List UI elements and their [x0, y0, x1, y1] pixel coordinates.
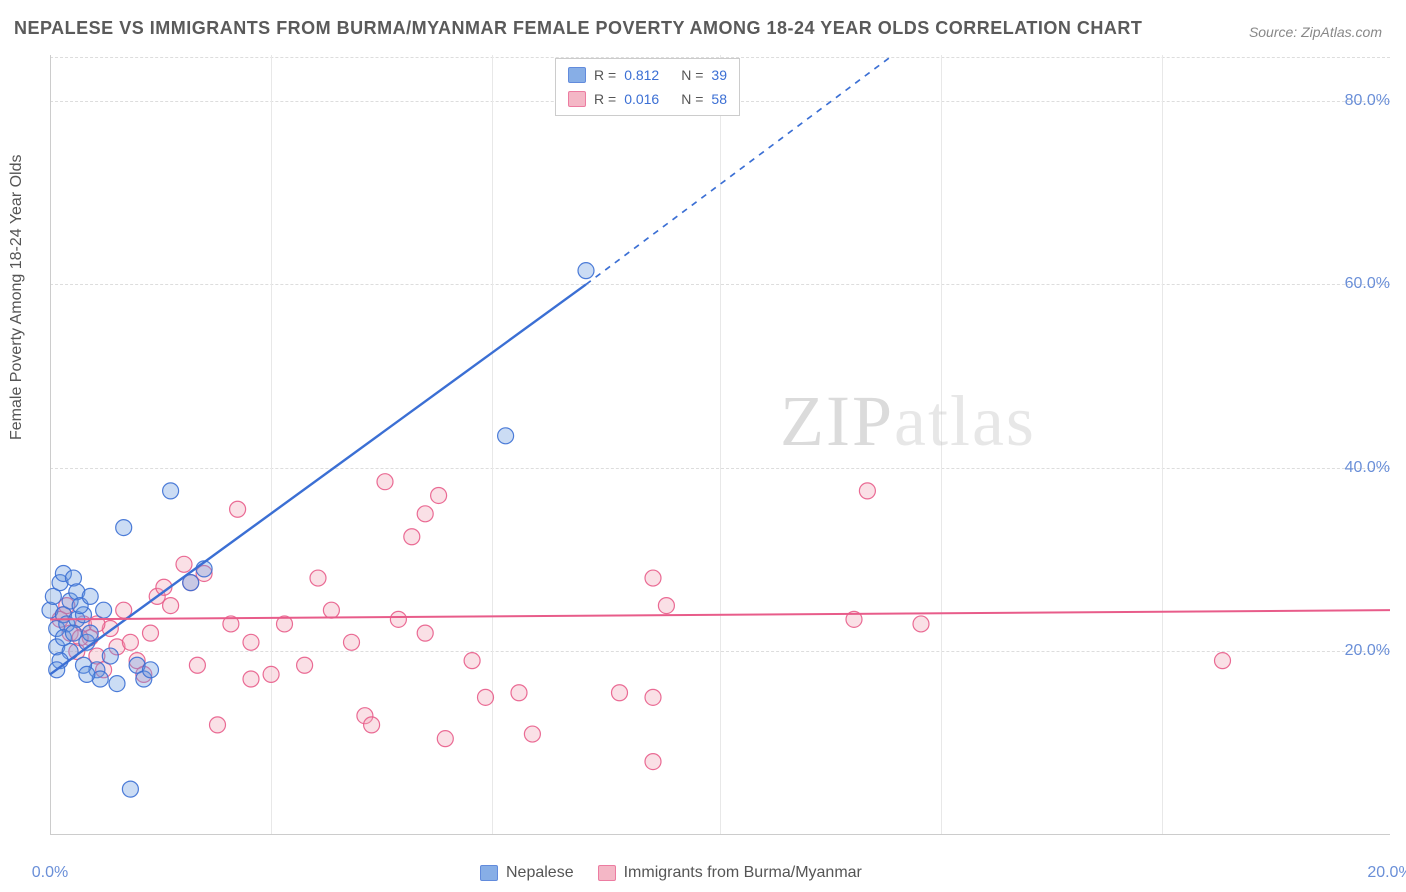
- data-point-burma: [417, 625, 433, 641]
- data-point-burma: [1215, 653, 1231, 669]
- data-point-nepalese: [82, 625, 98, 641]
- legend-label-nepalese: Nepalese: [506, 864, 574, 882]
- data-point-nepalese: [96, 602, 112, 618]
- data-point-burma: [176, 556, 192, 572]
- data-point-burma: [464, 653, 480, 669]
- chart-title: NEPALESE VS IMMIGRANTS FROM BURMA/MYANMA…: [14, 18, 1142, 39]
- data-point-nepalese: [143, 662, 159, 678]
- data-point-nepalese: [122, 781, 138, 797]
- data-point-burma: [478, 689, 494, 705]
- data-point-burma: [377, 474, 393, 490]
- data-point-nepalese: [116, 520, 132, 536]
- data-point-burma: [404, 529, 420, 545]
- data-point-burma: [612, 685, 628, 701]
- data-point-burma: [658, 598, 674, 614]
- swatch-nepalese: [480, 865, 498, 881]
- data-point-burma: [645, 570, 661, 586]
- data-point-burma: [210, 717, 226, 733]
- data-point-burma: [230, 501, 246, 517]
- data-point-burma: [143, 625, 159, 641]
- n-value-burma: 58: [711, 91, 727, 107]
- series-legend: Nepalese Immigrants from Burma/Myanmar: [480, 864, 862, 882]
- scatter-chart: [50, 55, 1390, 835]
- swatch-nepalese: [568, 67, 586, 83]
- data-point-burma: [524, 726, 540, 742]
- r-label: R =: [594, 91, 616, 107]
- data-point-burma: [859, 483, 875, 499]
- data-point-burma: [417, 506, 433, 522]
- source-attribution: Source: ZipAtlas.com: [1249, 24, 1382, 40]
- legend-label-burma: Immigrants from Burma/Myanmar: [624, 864, 862, 882]
- x-tick: 20.0%: [1367, 864, 1406, 882]
- swatch-burma: [568, 91, 586, 107]
- data-point-burma: [310, 570, 326, 586]
- r-value-burma: 0.016: [624, 91, 659, 107]
- r-label: R =: [594, 67, 616, 83]
- data-point-burma: [645, 754, 661, 770]
- data-point-nepalese: [163, 483, 179, 499]
- n-label: N =: [681, 91, 703, 107]
- swatch-burma: [598, 865, 616, 881]
- data-point-nepalese: [79, 666, 95, 682]
- data-point-burma: [297, 657, 313, 673]
- legend-item-nepalese: Nepalese: [480, 864, 574, 882]
- data-point-burma: [263, 666, 279, 682]
- data-point-nepalese: [109, 676, 125, 692]
- n-value-nepalese: 39: [711, 67, 727, 83]
- data-point-burma: [431, 487, 447, 503]
- trend-line-burma: [50, 610, 1390, 619]
- data-point-nepalese: [578, 263, 594, 279]
- legend-row-burma: R = 0.016 N = 58: [568, 87, 727, 111]
- data-point-burma: [323, 602, 339, 618]
- data-point-burma: [913, 616, 929, 632]
- data-point-burma: [364, 717, 380, 733]
- r-value-nepalese: 0.812: [624, 67, 659, 83]
- n-label: N =: [681, 67, 703, 83]
- data-point-nepalese: [65, 625, 81, 641]
- legend-item-burma: Immigrants from Burma/Myanmar: [598, 864, 862, 882]
- y-axis-label: Female Poverty Among 18-24 Year Olds: [8, 155, 26, 441]
- legend-row-nepalese: R = 0.812 N = 39: [568, 63, 727, 87]
- data-point-burma: [645, 689, 661, 705]
- data-point-nepalese: [82, 588, 98, 604]
- data-point-burma: [243, 671, 259, 687]
- correlation-legend: R = 0.812 N = 39 R = 0.016 N = 58: [555, 58, 740, 116]
- data-point-burma: [390, 611, 406, 627]
- data-point-nepalese: [102, 648, 118, 664]
- data-point-nepalese: [498, 428, 514, 444]
- data-point-burma: [163, 598, 179, 614]
- data-point-burma: [122, 634, 138, 650]
- data-point-burma: [189, 657, 205, 673]
- data-point-burma: [344, 634, 360, 650]
- data-point-burma: [437, 731, 453, 747]
- data-point-burma: [511, 685, 527, 701]
- x-tick: 0.0%: [32, 864, 68, 882]
- data-point-burma: [243, 634, 259, 650]
